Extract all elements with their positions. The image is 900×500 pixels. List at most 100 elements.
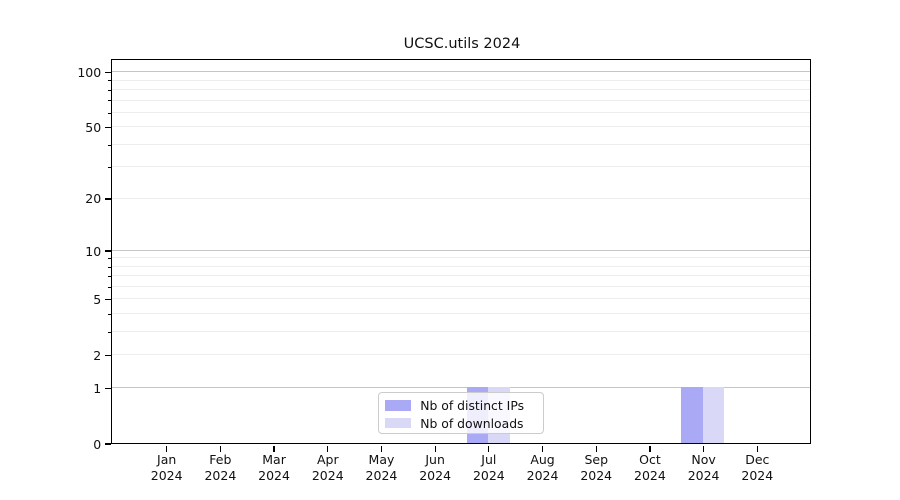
y-minor-gridline <box>112 111 811 113</box>
y-minor-tick <box>107 276 112 278</box>
x-tick-year: 2024 <box>634 467 666 483</box>
y-minor-gridline <box>112 313 811 315</box>
x-tick-label: Sep 2024 <box>568 452 624 483</box>
gridline-layer <box>112 60 811 443</box>
y-minor-tick <box>107 100 112 102</box>
x-tick-month: Oct <box>639 452 661 467</box>
x-tick-year: 2024 <box>258 467 290 483</box>
legend-item-downloads: Nb of downloads <box>385 414 543 432</box>
x-tick <box>166 445 168 452</box>
y-minor-gridline <box>112 286 811 288</box>
bar-layer <box>112 60 810 444</box>
x-tick <box>756 445 758 452</box>
x-tick-label: Aug 2024 <box>515 452 571 483</box>
x-tick-month: Mar <box>262 452 286 467</box>
y-major-gridline <box>112 249 811 251</box>
y-minor-gridline <box>112 166 811 168</box>
y-minor-tick <box>107 112 112 114</box>
y-major-gridline <box>112 386 811 388</box>
x-tick <box>434 445 436 452</box>
y-minor-tick <box>107 286 112 288</box>
x-tick <box>541 445 544 452</box>
y-tick <box>105 387 112 389</box>
y-minor-tick <box>107 80 112 82</box>
x-tick-month: Apr <box>316 452 339 467</box>
y-tick <box>105 126 112 129</box>
x-tick-label: Mar 2024 <box>246 452 302 483</box>
y-tick-label: 5 <box>93 292 102 308</box>
y-minor-gridline <box>112 331 811 333</box>
x-tick-year: 2024 <box>687 467 720 483</box>
legend-label: Nb of distinct IPs <box>420 397 525 413</box>
y-tick-label: 50 <box>85 120 102 136</box>
y-tick <box>105 198 112 200</box>
y-minor-tick <box>107 266 112 268</box>
x-tick-year: 2024 <box>580 467 613 483</box>
x-tick-month: Aug <box>530 452 555 467</box>
y-tick-label: 20 <box>85 191 102 207</box>
x-tick-month: May <box>368 452 395 467</box>
x-tick-year: 2024 <box>150 467 183 483</box>
bar-downloads-nov <box>702 387 725 444</box>
y-minor-gridline <box>112 79 811 81</box>
y-minor-gridline <box>112 99 811 101</box>
x-tick-label: Jun 2024 <box>407 452 463 483</box>
y-minor-gridline <box>112 143 811 145</box>
x-tick-year: 2024 <box>472 467 505 483</box>
y-minor-tick <box>107 331 112 333</box>
x-tick <box>380 445 383 452</box>
x-tick-month: Jun <box>425 452 445 467</box>
y-tick <box>105 71 112 74</box>
y-minor-tick <box>107 89 112 91</box>
x-tick <box>273 445 275 452</box>
x-tick <box>595 445 597 452</box>
x-tick-year: 2024 <box>741 467 774 483</box>
bar-distinct-ips-nov <box>681 387 703 444</box>
y-minor-gridline <box>112 354 811 356</box>
y-minor-gridline <box>112 197 811 199</box>
x-tick-month: Nov <box>691 452 716 467</box>
x-tick-label: Apr 2024 <box>300 452 356 483</box>
y-minor-tick <box>107 258 112 260</box>
y-tick-label: 100 <box>77 65 102 81</box>
x-tick-year: 2024 <box>204 467 237 483</box>
y-minor-gridline <box>112 298 811 300</box>
x-tick-label: Jul 2024 <box>461 452 517 483</box>
x-tick <box>649 445 651 452</box>
y-tick <box>105 250 112 252</box>
x-tick-month: Feb <box>209 452 232 467</box>
x-tick-month: Dec <box>745 452 770 467</box>
legend-swatch-distinct-ips-icon <box>385 400 412 411</box>
x-tick-month: Jul <box>481 452 497 467</box>
x-tick-year: 2024 <box>526 467 559 483</box>
x-tick-label: Feb 2024 <box>192 452 248 483</box>
legend-swatch-downloads-icon <box>385 417 412 429</box>
y-minor-gridline <box>112 257 811 259</box>
x-tick-label: Jan 2024 <box>139 452 195 483</box>
y-minor-tick <box>107 313 112 315</box>
y-minor-gridline <box>112 265 811 267</box>
x-tick <box>488 445 490 452</box>
y-minor-gridline <box>112 89 811 90</box>
y-tick <box>105 443 112 445</box>
x-tick-year: 2024 <box>419 467 452 483</box>
chart-title: UCSC.utils 2024 <box>403 36 521 52</box>
x-tick-month: Jan <box>157 452 177 467</box>
y-major-gridline <box>112 71 811 73</box>
y-tick-label: 1 <box>93 380 102 396</box>
x-tick <box>327 445 329 452</box>
x-tick-label: Oct 2024 <box>622 452 678 483</box>
legend: Nb of distinct IPs Nb of downloads <box>378 391 545 434</box>
plot-area: Nb of distinct IPs Nb of downloads <box>111 59 812 445</box>
x-tick-year: 2024 <box>311 467 344 483</box>
x-tick-year: 2024 <box>365 467 398 483</box>
y-tick-label: 0 <box>93 436 102 452</box>
x-tick-month: Sep <box>584 452 608 467</box>
y-tick <box>105 299 112 301</box>
y-tick-label: 2 <box>93 348 102 364</box>
y-tick <box>105 354 112 357</box>
x-tick-label: May 2024 <box>353 452 409 483</box>
y-minor-tick <box>107 144 112 146</box>
y-tick-label: 10 <box>85 243 102 259</box>
